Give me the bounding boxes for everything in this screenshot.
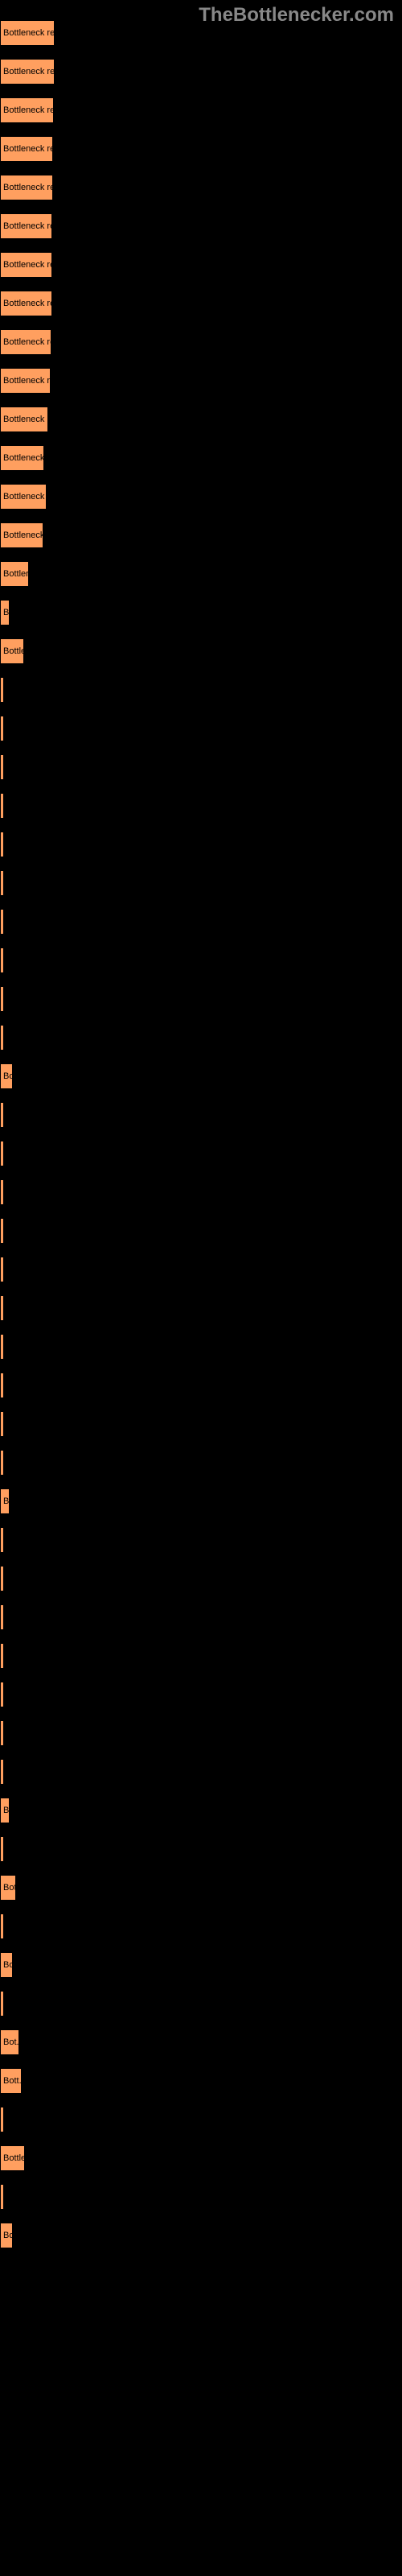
result-bar[interactable] — [0, 1102, 4, 1128]
bar-label: Bo — [3, 2231, 13, 2240]
result-bar[interactable] — [0, 2107, 4, 2132]
bar-label: Bottleneck... — [3, 530, 43, 540]
result-bar[interactable] — [0, 1759, 4, 1785]
result-bar[interactable] — [0, 1295, 4, 1321]
result-bar[interactable]: Bottleneck ... — [0, 484, 47, 510]
result-bar[interactable] — [0, 832, 4, 857]
result-bar[interactable]: Bottleneck res... — [0, 136, 53, 162]
result-bar[interactable] — [0, 2184, 4, 2210]
bar-label: Bottleneck res... — [3, 183, 53, 192]
result-bar[interactable]: Bo — [0, 2223, 13, 2248]
result-bar[interactable] — [0, 1179, 4, 1205]
result-bar[interactable]: Bottleneck res... — [0, 97, 54, 123]
result-bar[interactable] — [0, 1450, 4, 1476]
result-bar[interactable] — [0, 1411, 4, 1437]
result-bar[interactable] — [0, 716, 4, 741]
result-bar[interactable] — [0, 1257, 4, 1282]
result-bar[interactable] — [0, 1991, 4, 2017]
result-bar[interactable] — [0, 870, 4, 896]
result-bar[interactable]: B — [0, 1798, 10, 1823]
result-bar[interactable] — [0, 1682, 4, 1707]
bar-label: Bottle — [3, 646, 24, 656]
result-bar[interactable] — [0, 1141, 4, 1166]
result-bar[interactable] — [0, 1527, 4, 1553]
bar-label: B — [3, 1496, 9, 1506]
result-bar[interactable]: Bottleneck r... — [0, 407, 48, 432]
result-bar[interactable]: Bo — [0, 1952, 13, 1978]
result-bar[interactable]: Bottle... — [0, 2145, 25, 2171]
bar-label: Bottleneck r... — [3, 415, 48, 424]
result-bar[interactable] — [0, 947, 4, 973]
watermark-text: TheBottlenecker.com — [199, 4, 394, 27]
result-bar[interactable] — [0, 1913, 4, 1939]
bars-container: Bottleneck res... Bottleneck res... Bottle… — [0, 20, 55, 2261]
bar-label: B — [3, 1806, 9, 1815]
bar-label: Bottleneck res... — [3, 299, 52, 308]
bar-label: Bo — [3, 1960, 13, 1970]
bar-label: Bot... — [3, 2037, 19, 2047]
bar-label: Bottleneck ... — [3, 492, 47, 502]
result-bar[interactable]: Bottleneck res... — [0, 175, 53, 200]
result-bar[interactable] — [0, 1643, 4, 1669]
result-bar[interactable] — [0, 1566, 4, 1591]
result-bar[interactable]: Bottleneck res... — [0, 291, 52, 316]
result-bar[interactable]: B — [0, 600, 10, 625]
result-bar[interactable]: Bottle — [0, 638, 24, 664]
result-bar[interactable] — [0, 1720, 4, 1746]
result-bar[interactable] — [0, 909, 4, 935]
result-bar[interactable]: Bott... — [0, 2068, 22, 2094]
bar-label: Bottleneck res... — [3, 67, 55, 76]
result-bar[interactable]: Bottleneck res... — [0, 59, 55, 85]
bar-label: Bottleneck res... — [3, 144, 53, 154]
bar-label: Bo — [3, 1071, 13, 1081]
result-bar[interactable]: Bottler... — [0, 561, 29, 587]
result-bar[interactable] — [0, 1218, 4, 1244]
result-bar[interactable] — [0, 1604, 4, 1630]
result-bar[interactable] — [0, 1836, 4, 1862]
result-bar[interactable] — [0, 1025, 4, 1051]
result-bar[interactable]: Bottleneck... — [0, 445, 44, 471]
bar-label: Bottleneck res... — [3, 28, 55, 38]
result-bar[interactable] — [0, 754, 4, 780]
result-bar[interactable]: B — [0, 1488, 10, 1514]
result-bar[interactable] — [0, 986, 4, 1012]
result-bar[interactable]: Bottleneck res... — [0, 213, 52, 239]
result-bar[interactable] — [0, 1373, 4, 1398]
bar-label: B — [3, 608, 9, 617]
result-bar[interactable] — [0, 1334, 4, 1360]
result-bar[interactable]: Bottleneck res... — [0, 20, 55, 46]
bar-label: Bottleneck re... — [3, 376, 51, 386]
result-bar[interactable] — [0, 677, 4, 703]
result-bar[interactable] — [0, 793, 4, 819]
bar-label: Bottleneck res... — [3, 260, 52, 270]
result-bar[interactable]: Bot — [0, 1875, 16, 1901]
bar-label: Bottleneck res... — [3, 221, 52, 231]
result-bar[interactable]: Bot... — [0, 2029, 19, 2055]
bar-label: Bottleneck res... — [3, 105, 54, 115]
bar-label: Bot — [3, 1883, 16, 1893]
bar-label: Bottler... — [3, 569, 29, 579]
result-bar[interactable]: Bo — [0, 1063, 13, 1089]
bar-label: Bott... — [3, 2076, 22, 2086]
result-bar[interactable]: Bottleneck res... — [0, 329, 51, 355]
result-bar[interactable]: Bottleneck... — [0, 522, 43, 548]
bar-label: Bottleneck... — [3, 453, 44, 463]
bar-label: Bottle... — [3, 2153, 25, 2163]
result-bar[interactable]: Bottleneck re... — [0, 368, 51, 394]
result-bar[interactable]: Bottleneck res... — [0, 252, 52, 278]
bar-label: Bottleneck res... — [3, 337, 51, 347]
